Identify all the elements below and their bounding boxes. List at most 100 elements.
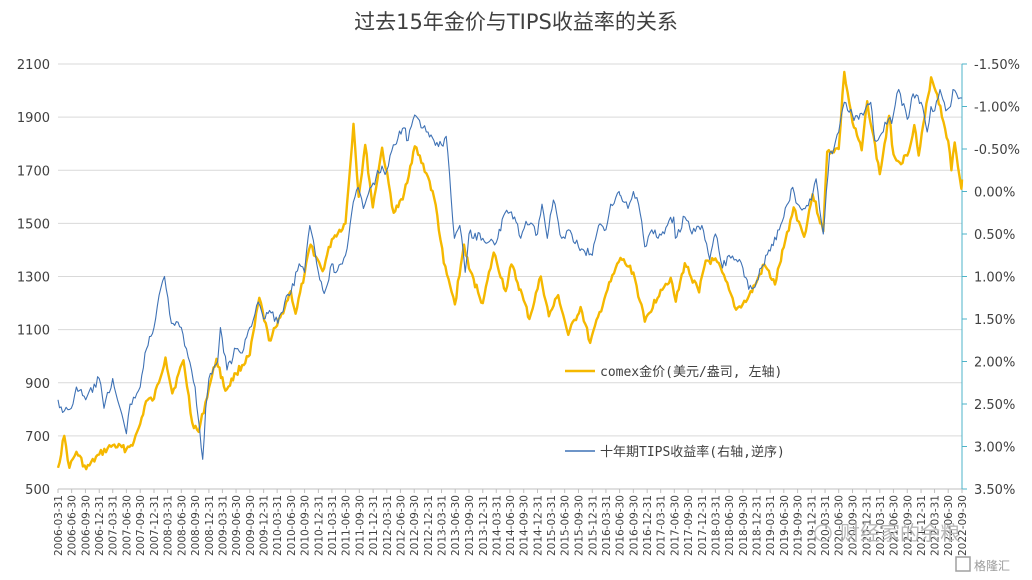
x-tick-label: 2013-09-30 — [464, 495, 476, 556]
x-tick-label: 2016-12-31 — [642, 495, 654, 556]
legend: comex金价(美元/盎司, 左轴) 十年期TIPS收益率(右轴,逆序) — [565, 364, 785, 460]
right-tick-label: -0.50% — [974, 143, 1020, 158]
x-tick-label: 2011-09-30 — [354, 495, 366, 556]
x-tick-label: 2018-12-31 — [752, 495, 764, 556]
x-tick-label: 2008-03-31 — [163, 495, 175, 556]
x-tick-label: 2006-03-31 — [53, 495, 65, 556]
x-tick-label: 2007-03-31 — [108, 495, 120, 556]
x-tick-label: 2016-09-30 — [628, 495, 640, 556]
x-tick-label: 2020-09-30 — [848, 495, 860, 556]
right-tick-label: 1.00% — [974, 271, 1015, 286]
x-tick-label: 2010-09-30 — [300, 495, 312, 556]
left-tick-label: 500 — [25, 483, 50, 498]
brand-icon — [955, 556, 971, 572]
x-tick-label: 2008-06-30 — [176, 495, 188, 556]
x-tick-label: 2018-03-31 — [710, 495, 722, 556]
left-tick-label: 1900 — [17, 111, 50, 126]
x-tick-label: 2021-12-31 — [916, 495, 928, 556]
wechat-icon — [814, 524, 832, 542]
x-tick-label: 2011-06-30 — [341, 495, 353, 556]
x-tick-label: 2007-09-30 — [135, 495, 147, 556]
x-tick-label: 2010-06-30 — [286, 495, 298, 556]
x-tick-label: 2013-06-30 — [450, 495, 462, 556]
left-tick-label: 900 — [25, 377, 50, 392]
x-tick-label: 2014-09-30 — [519, 495, 531, 556]
x-axis-ticks: 2006-03-31 2006-06-30 2006-09-30 2006-12-31… — [53, 489, 969, 556]
x-tick-label: 2020-12-31 — [861, 495, 873, 556]
x-tick-label: 2019-03-31 — [765, 495, 777, 556]
x-tick-label: 2021-09-30 — [902, 495, 914, 556]
x-tick-label: 2014-06-30 — [505, 495, 517, 556]
x-tick-label: 2018-09-30 — [738, 495, 750, 556]
x-tick-label: 2012-09-30 — [409, 495, 421, 556]
right-tick-label: 3.50% — [974, 483, 1015, 498]
watermark-brand: 格隆汇 — [974, 558, 1010, 573]
x-tick-label: 2021-03-31 — [875, 495, 887, 556]
x-tick-label: 2009-03-31 — [217, 495, 229, 556]
x-tick-label: 2016-03-31 — [601, 495, 613, 556]
legend-label-gold: comex金价(美元/盎司, 左轴) — [600, 364, 782, 380]
left-tick-label: 2100 — [17, 58, 50, 73]
x-tick-label: 2011-12-31 — [368, 495, 380, 556]
x-tick-label: 2010-03-31 — [272, 495, 284, 556]
left-axis-ticks: 500 700 900 1100 1300 1500 1700 1900 2100 — [17, 58, 50, 498]
x-tick-label: 2019-06-30 — [779, 495, 791, 556]
x-tick-label: 2021-06-30 — [888, 495, 900, 556]
right-tick-label: 0.50% — [974, 228, 1015, 243]
x-tick-label: 2015-06-30 — [560, 495, 572, 556]
x-tick-label: 2022-09-30 — [957, 495, 969, 556]
x-tick-label: 2019-09-30 — [793, 495, 805, 556]
left-tick-label: 1100 — [17, 324, 50, 339]
left-tick-label: 1700 — [17, 164, 50, 179]
x-tick-label: 2011-03-31 — [327, 495, 339, 556]
x-tick-label: 2015-09-30 — [573, 495, 585, 556]
x-tick-label: 2008-09-30 — [190, 495, 202, 556]
x-tick-label: 2012-06-30 — [395, 495, 407, 556]
x-tick-label: 2009-06-30 — [231, 495, 243, 556]
right-axis-ticks: -1.50% -1.00% -0.50% 0.00% 0.50% 1.00% 1.50% 2.… — [962, 58, 1020, 498]
x-tick-label: 2015-03-31 — [546, 495, 558, 556]
x-tick-label: 2007-12-31 — [149, 495, 161, 556]
x-tick-label: 2010-12-31 — [313, 495, 325, 556]
x-tick-label: 2020-06-30 — [834, 495, 846, 556]
x-tick-label: 2012-12-31 — [423, 495, 435, 556]
x-tick-label: 2022-06-30 — [943, 495, 955, 556]
right-tick-label: 0.00% — [974, 186, 1015, 201]
x-tick-label: 2009-12-31 — [259, 495, 271, 556]
x-tick-label: 2014-12-31 — [533, 495, 545, 556]
x-tick-label: 2017-09-30 — [683, 495, 695, 556]
x-tick-label: 2022-03-31 — [930, 495, 942, 556]
x-tick-label: 2006-06-30 — [67, 495, 79, 556]
tips-yield-line — [57, 88, 963, 460]
x-tick-label: 2009-09-30 — [245, 495, 257, 556]
gold-price-line — [56, 70, 964, 471]
x-tick-label: 2015-12-31 — [587, 495, 599, 556]
left-tick-label: 1300 — [17, 271, 50, 286]
series-lines — [56, 70, 964, 471]
x-tick-label: 2019-12-31 — [806, 495, 818, 556]
right-tick-label: 1.50% — [974, 313, 1015, 328]
right-tick-label: 2.00% — [974, 356, 1015, 371]
legend-label-tips: 十年期TIPS收益率(右轴,逆序) — [600, 444, 785, 460]
right-tick-label: -1.00% — [974, 101, 1020, 116]
x-tick-label: 2012-03-31 — [382, 495, 394, 556]
x-tick-label: 2016-06-30 — [615, 495, 627, 556]
watermark-text: 财经家的余粮 — [840, 521, 960, 545]
x-tick-label: 2008-12-31 — [204, 495, 216, 556]
right-tick-label: 2.50% — [974, 398, 1015, 413]
chart-title: 过去15年金价与TIPS收益率的关系 — [354, 10, 678, 34]
x-tick-label: 2007-06-30 — [121, 495, 133, 556]
x-tick-label: 2013-12-31 — [478, 495, 490, 556]
right-tick-label: 3.00% — [974, 441, 1015, 456]
left-tick-label: 1500 — [17, 217, 50, 232]
x-tick-label: 2006-12-31 — [94, 495, 106, 556]
right-tick-label: -1.50% — [974, 58, 1020, 73]
x-tick-label: 2014-03-31 — [491, 495, 503, 556]
x-tick-label: 2017-03-31 — [656, 495, 668, 556]
x-tick-label: 2017-06-30 — [669, 495, 681, 556]
x-tick-label: 2017-12-31 — [697, 495, 709, 556]
x-tick-label: 2006-09-30 — [80, 495, 92, 556]
left-tick-label: 700 — [25, 430, 50, 445]
